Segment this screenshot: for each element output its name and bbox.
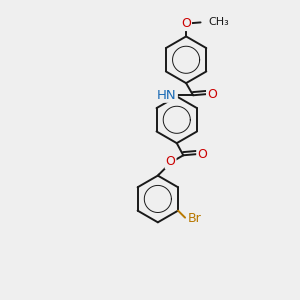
Text: O: O: [181, 17, 191, 30]
Text: HN: HN: [157, 89, 177, 102]
Text: O: O: [166, 155, 176, 168]
Text: CH₃: CH₃: [208, 17, 229, 27]
Text: Br: Br: [188, 212, 202, 225]
Text: O: O: [207, 88, 217, 100]
Text: O: O: [197, 148, 207, 160]
